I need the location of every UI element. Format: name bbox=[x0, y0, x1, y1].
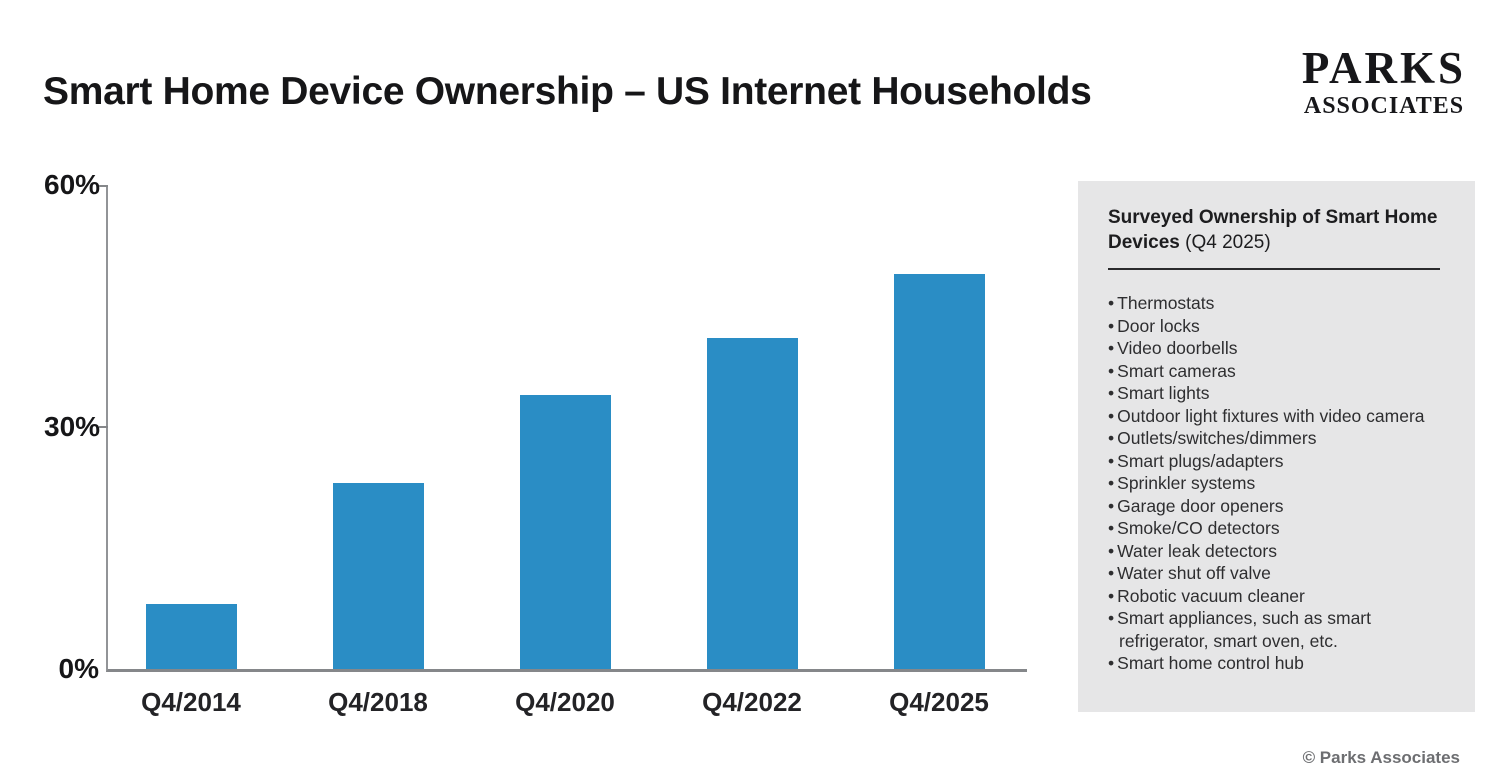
device-name: Outdoor light fixtures with video camera bbox=[1117, 405, 1425, 426]
x-axis-label: Q4/2022 bbox=[702, 687, 802, 717]
y-axis-tick bbox=[99, 426, 108, 428]
bullet-icon: • bbox=[1108, 495, 1115, 516]
device-list-item: • Robotic vacuum cleaner bbox=[1108, 585, 1445, 608]
device-list-item: • Video doorbells bbox=[1108, 337, 1445, 360]
device-list-item: • Garage door openers bbox=[1108, 495, 1445, 518]
device-list-item: • Outlets/switches/dimmers bbox=[1108, 427, 1445, 450]
bullet-icon: • bbox=[1108, 450, 1115, 471]
logo-associates-text: ASSOCIATES bbox=[1303, 93, 1465, 119]
x-axis-label: Q4/2020 bbox=[515, 687, 615, 717]
y-axis-label: 60% bbox=[44, 169, 101, 200]
bar-q4-2018 bbox=[332, 483, 424, 669]
divider-line bbox=[1108, 268, 1440, 270]
device-list-item: • Water leak detectors bbox=[1108, 540, 1445, 563]
bullet-icon: • bbox=[1108, 608, 1115, 628]
bullet-icon: • bbox=[1108, 360, 1115, 381]
sidebar-panel: Surveyed Ownership of Smart Home Devices… bbox=[1078, 181, 1475, 712]
device-name: Video doorbells bbox=[1117, 338, 1238, 358]
device-name: Robotic vacuum cleaner bbox=[1117, 585, 1305, 606]
device-list-item: • Smart appliances, such as smart refrige… bbox=[1108, 607, 1445, 652]
device-name: Smart cameras bbox=[1117, 360, 1236, 381]
device-list-item: • Water shut off valve bbox=[1108, 562, 1445, 585]
bullet-icon: • bbox=[1108, 585, 1115, 606]
device-list-item: • Smart home control hub bbox=[1108, 652, 1445, 675]
device-list-item: • Smoke/CO detectors bbox=[1108, 517, 1445, 540]
device-name: Smart home control hub bbox=[1117, 653, 1304, 673]
device-name: Sprinkler systems bbox=[1117, 473, 1256, 493]
device-name: Smart plugs/adapters bbox=[1117, 450, 1284, 471]
device-name: Outlets/switches/dimmers bbox=[1117, 428, 1317, 448]
plot-area: Q4/2014 Q4/2018 Q4/2020 Q4/2022 Q4/2025 0% 30%… bbox=[44, 169, 1027, 717]
page-title: Smart Home Device Ownership – US Interne… bbox=[43, 70, 1092, 113]
x-axis-label: Q4/2014 bbox=[141, 687, 241, 717]
device-name: Thermostats bbox=[1117, 293, 1215, 313]
bar-q4-2025 bbox=[893, 274, 985, 669]
bar-q4-2014 bbox=[145, 604, 237, 669]
bullet-icon: • bbox=[1108, 405, 1115, 426]
device-name: Garage door openers bbox=[1117, 495, 1284, 516]
bullet-icon: • bbox=[1108, 653, 1115, 673]
sidebar-title-bold: Surveyed Ownership of Smart Home Devices bbox=[1108, 207, 1438, 253]
ownership-bar-chart: Q4/2014 Q4/2018 Q4/2020 Q4/2022 Q4/2025 0% 30%… bbox=[0, 169, 1040, 745]
device-list-item: • Thermostats bbox=[1108, 292, 1445, 315]
bar-q4-2022 bbox=[706, 338, 798, 669]
bullet-icon: • bbox=[1108, 518, 1115, 538]
device-list-item: • Smart cameras bbox=[1108, 360, 1445, 383]
x-axis-label: Q4/2018 bbox=[328, 687, 428, 717]
device-name: Door locks bbox=[1117, 315, 1200, 336]
device-list-item: • Smart lights bbox=[1108, 382, 1445, 405]
sidebar-title-qualifier: (Q4 2025) bbox=[1179, 232, 1271, 253]
bullet-icon: • bbox=[1108, 293, 1115, 313]
y-axis-label: 30% bbox=[44, 411, 101, 442]
device-name: Water leak detectors bbox=[1117, 540, 1277, 561]
device-name: Water shut off valve bbox=[1117, 563, 1271, 583]
device-list-item: • Sprinkler systems bbox=[1108, 472, 1445, 495]
y-axis-tick bbox=[99, 185, 108, 187]
bullet-icon: • bbox=[1108, 428, 1115, 448]
device-name: Smart appliances, such as smart refriger… bbox=[1117, 608, 1371, 651]
bullet-icon: • bbox=[1108, 540, 1115, 561]
bullet-icon: • bbox=[1108, 383, 1115, 403]
x-axis-label: Q4/2025 bbox=[889, 687, 989, 717]
logo-parks-text: PARKS bbox=[1301, 43, 1467, 93]
device-list: • Thermostats • Door locks • Video doorbells •… bbox=[1108, 292, 1445, 675]
bullet-icon: • bbox=[1108, 563, 1115, 583]
device-list-item: • Outdoor light fixtures with video camer… bbox=[1108, 405, 1445, 428]
sidebar-title: Surveyed Ownership of Smart Home Devices… bbox=[1108, 205, 1438, 255]
device-name: Smoke/CO detectors bbox=[1117, 518, 1280, 538]
bullet-icon: • bbox=[1108, 315, 1115, 336]
bullet-icon: • bbox=[1108, 338, 1115, 358]
device-list-item: • Door locks bbox=[1108, 315, 1445, 338]
device-name: Smart lights bbox=[1117, 383, 1210, 403]
parks-associates-logo: PARKS ASSOCIATES bbox=[1293, 43, 1475, 119]
y-axis-label: 0% bbox=[58, 653, 99, 684]
bullet-icon: • bbox=[1108, 473, 1115, 493]
copyright-text: © Parks Associates bbox=[1302, 748, 1460, 767]
device-list-item: • Smart plugs/adapters bbox=[1108, 450, 1445, 473]
bar-q4-2020 bbox=[519, 395, 611, 669]
